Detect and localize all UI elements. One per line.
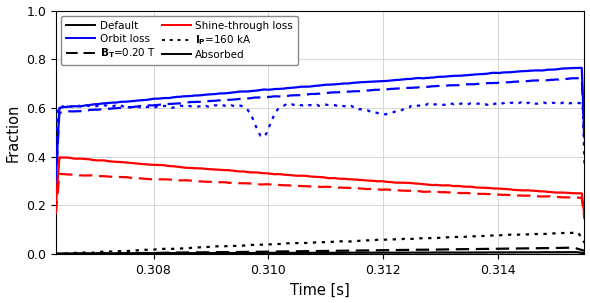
X-axis label: Time [s]: Time [s] [290, 282, 350, 298]
Legend: Default, Orbit loss, $\mathbf{B_T}$=0.20 T, Shine-through loss, $\mathbf{I_P}$=1: Default, Orbit loss, $\mathbf{B_T}$=0.20… [61, 16, 298, 65]
Y-axis label: Fraction: Fraction [5, 103, 21, 161]
